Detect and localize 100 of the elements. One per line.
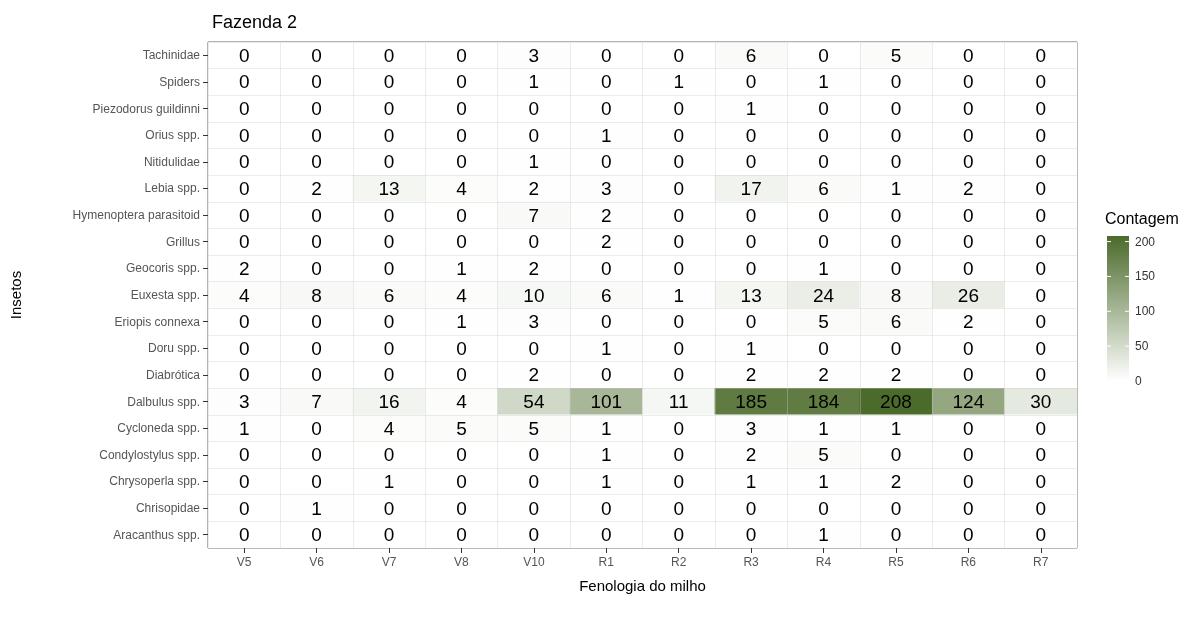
x-axis-title: Fenologia do milho: [579, 577, 706, 594]
x-tick-label: R2: [671, 555, 687, 569]
data-label: 0: [673, 98, 684, 120]
data-label: 0: [890, 444, 902, 466]
data-label: 0: [383, 204, 395, 226]
data-label: 0: [963, 124, 974, 146]
data-label: 0: [383, 497, 395, 519]
data-label: 6: [383, 284, 395, 306]
data-label: 0: [963, 204, 974, 226]
data-label: 0: [383, 124, 395, 146]
data-label: 6: [601, 284, 612, 306]
data-label: 17: [740, 177, 762, 199]
data-label: 0: [963, 151, 974, 173]
data-label: 0: [818, 337, 829, 359]
data-label: 6: [818, 177, 829, 199]
data-label: 2: [601, 204, 612, 226]
data-label: 3: [238, 391, 250, 413]
data-label: 0: [528, 470, 540, 492]
data-label: 0: [963, 71, 974, 93]
data-label: 8: [890, 284, 902, 306]
data-label: 6: [745, 44, 757, 66]
x-tick-label: R1: [598, 555, 615, 569]
data-label: 0: [383, 524, 395, 546]
data-label: 0: [963, 470, 974, 492]
x-tick-label: V7: [381, 555, 397, 569]
data-label: 0: [456, 124, 467, 146]
data-label: 4: [456, 391, 468, 413]
data-label: 1: [818, 257, 829, 279]
data-label: 1: [456, 257, 467, 279]
x-tick-label: V10: [523, 555, 545, 569]
y-tick-label: Doru spp.: [147, 341, 200, 356]
data-label: 0: [673, 470, 684, 492]
data-label: 0: [528, 337, 540, 359]
data-label: 0: [818, 124, 829, 146]
x-tick-label: R5: [888, 555, 904, 569]
data-label: 0: [673, 444, 684, 466]
data-label: 13: [378, 177, 400, 199]
color-bar-title: Contagem: [1105, 209, 1179, 227]
data-label: 2: [528, 257, 540, 279]
data-label: 3: [745, 417, 757, 439]
data-label: 1: [601, 444, 612, 466]
data-label: 4: [238, 284, 250, 306]
chart-title: Fazenda 2: [212, 12, 298, 32]
data-label: 2: [311, 177, 322, 199]
x-tick-label: R3: [743, 555, 760, 569]
data-label: 0: [311, 257, 322, 279]
data-label: 0: [456, 524, 467, 546]
data-label: 0: [311, 231, 322, 253]
y-tick-label: Condylostylus spp.: [99, 447, 200, 462]
data-label: 1: [601, 337, 612, 359]
data-label: 0: [238, 364, 250, 386]
data-label: 1: [745, 98, 757, 120]
data-label: 1: [890, 177, 902, 199]
data-label: 54: [523, 391, 545, 413]
data-label: 0: [601, 71, 612, 93]
data-label: 3: [528, 44, 540, 66]
data-label: 0: [456, 470, 467, 492]
x-tick-label: V6: [309, 555, 325, 569]
data-label: 0: [601, 44, 612, 66]
data-label: 0: [745, 71, 757, 93]
data-label: 0: [673, 204, 684, 226]
y-tick-label: Dalbulus spp.: [127, 394, 200, 409]
data-label: 0: [601, 257, 612, 279]
data-label: 0: [456, 204, 467, 226]
data-label: 0: [383, 257, 395, 279]
data-label: 0: [383, 44, 395, 66]
data-label: 0: [456, 364, 467, 386]
data-label: 0: [311, 444, 322, 466]
data-label: 0: [238, 98, 250, 120]
data-label: 0: [238, 177, 250, 199]
data-label: 5: [818, 311, 829, 333]
data-label: 5: [528, 417, 540, 439]
data-label: 0: [673, 44, 684, 66]
data-label: 0: [311, 44, 322, 66]
data-label: 1: [745, 470, 757, 492]
data-label: 1: [601, 124, 612, 146]
x-tick-label: R7: [1033, 555, 1049, 569]
color-bar-label: 0: [1135, 374, 1142, 388]
data-label: 0: [238, 231, 250, 253]
color-bar-label: 150: [1135, 269, 1156, 284]
data-label: 0: [383, 231, 395, 253]
data-label: 0: [238, 311, 250, 333]
data-label: 0: [601, 311, 612, 333]
data-label: 0: [1035, 124, 1047, 146]
data-label: 1: [238, 417, 250, 439]
data-label: 5: [890, 44, 902, 66]
data-label: 0: [1035, 257, 1047, 279]
data-label: 0: [601, 98, 612, 120]
data-label: 2: [745, 364, 757, 386]
data-label: 0: [238, 151, 250, 173]
data-label: 0: [963, 364, 974, 386]
data-label: 2: [528, 177, 540, 199]
y-tick-label: Hymenoptera parasitoid: [72, 208, 200, 223]
data-label: 3: [528, 311, 540, 333]
data-label: 0: [673, 337, 684, 359]
data-label: 16: [378, 391, 400, 413]
color-bar-label: 100: [1135, 304, 1156, 319]
data-label: 5: [818, 444, 829, 466]
y-tick-label: Chrysoperla spp.: [109, 474, 200, 489]
data-label: 0: [383, 364, 395, 386]
